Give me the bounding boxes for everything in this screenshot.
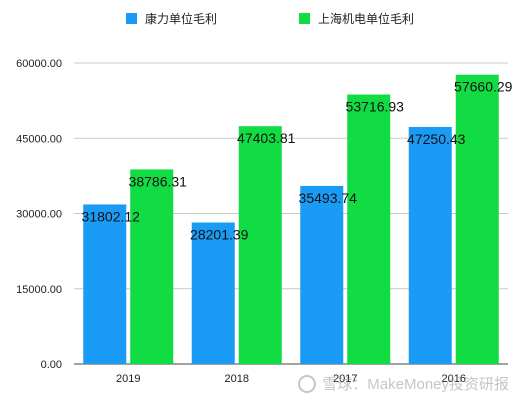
legend-swatch-kangli [126, 13, 137, 24]
data-label: 47250.43 [407, 131, 466, 147]
legend-item-shanghai: 上海机电单位毛利 [299, 10, 414, 27]
data-label: 31802.12 [82, 208, 141, 224]
data-label: 38786.31 [129, 173, 188, 189]
x-tick-label: 2019 [116, 373, 140, 385]
x-tick-label: 2017 [333, 373, 357, 385]
legend-label-shanghai: 上海机电单位毛利 [318, 12, 415, 26]
y-tick-label: 60000.00 [16, 58, 62, 70]
watermark: 雪球：MakeMoney投资研报 [298, 373, 509, 394]
data-label: 28201.39 [190, 227, 249, 243]
legend-swatch-shanghai [299, 13, 310, 24]
bar-kangli [408, 126, 452, 364]
legend-label-kangli: 康力单位毛利 [145, 12, 218, 26]
data-label: 35493.74 [299, 190, 358, 206]
data-label: 53716.93 [346, 99, 405, 115]
bar-shanghai [347, 94, 391, 364]
legend-item-kangli: 康力单位毛利 [126, 10, 217, 27]
watermark-text: 雪球：MakeMoney投资研报 [322, 376, 509, 393]
bar-shanghai [130, 169, 174, 364]
bar-shanghai [455, 74, 499, 364]
y-tick-label: 15000.00 [16, 284, 62, 296]
y-tick-label: 30000.00 [16, 209, 62, 221]
bar-kangli [191, 222, 235, 364]
data-label: 57660.29 [454, 79, 513, 95]
bar-shanghai [238, 126, 282, 364]
bar-kangli [300, 185, 344, 364]
y-tick-label: 45000.00 [16, 133, 62, 145]
x-tick-label: 2018 [225, 373, 249, 385]
bar-kangli [83, 204, 127, 364]
data-label: 47403.81 [237, 130, 296, 146]
y-tick-label: 0.00 [41, 359, 62, 371]
legend: 康力单位毛利 上海机电单位毛利 [0, 10, 517, 30]
snowball-logo-icon [298, 374, 317, 393]
x-tick-label: 2016 [442, 373, 466, 385]
